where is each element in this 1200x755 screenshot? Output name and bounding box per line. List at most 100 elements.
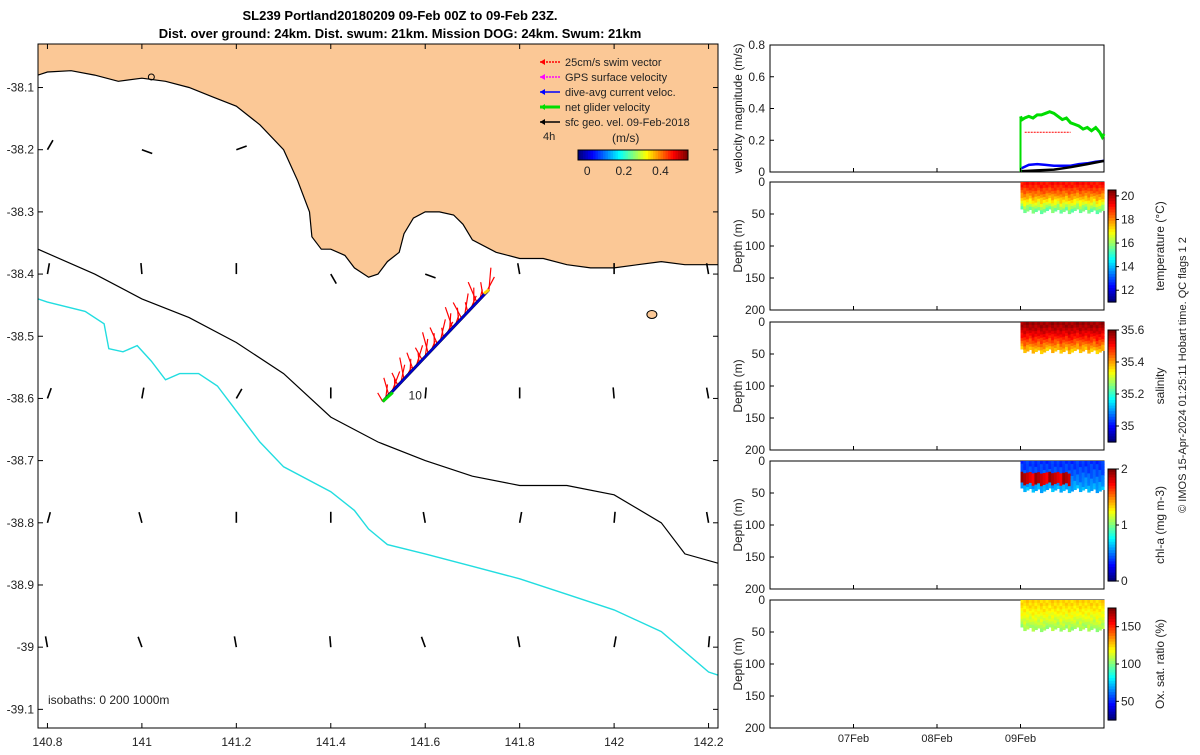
depth-tick-label: 0 (758, 175, 765, 189)
depth-tick-label: 150 (745, 271, 765, 285)
island (647, 310, 657, 318)
velocity-y-tick-label: 0.8 (748, 38, 765, 52)
legend-label: 25cm/s swim vector (565, 57, 662, 69)
depth-tick-label: 100 (745, 379, 765, 393)
legend-label: GPS surface velocity (565, 72, 668, 84)
colorbar-tick-label: 35.2 (1121, 387, 1145, 401)
velocity-y-tick-label: 0.6 (748, 70, 765, 84)
colorbar-tick-label: 14 (1121, 260, 1135, 274)
y-tick-label: -38.6 (7, 391, 35, 405)
depth-tick-label: 0 (758, 593, 765, 607)
colorbar-tick-label: 150 (1121, 620, 1141, 634)
map-panel: 10 140.8 141 141.2 141.4 141.6 141.8 142 142.2 -… (7, 44, 724, 749)
colorbar-tick-label: 1 (1121, 518, 1128, 532)
geo-velocity-vector (141, 263, 142, 274)
depth-tick-label: 200 (745, 721, 765, 735)
x-tick-label: 141 (132, 735, 152, 749)
figure-title-line2: Dist. over ground: 24km. Dist. swum: 21k… (159, 26, 642, 41)
depth-tick-label: 100 (745, 239, 765, 253)
x-tick-label: 141.6 (410, 735, 440, 749)
geo-velocity-vector (613, 387, 614, 398)
legend-label: dive-avg current veloc. (565, 87, 676, 99)
colorbar-tick-label: 16 (1121, 236, 1135, 250)
y-tick-label: -38.3 (7, 205, 35, 219)
colorbar-tick-label: 35.6 (1121, 323, 1145, 337)
legend-colorbar-tick: 0.2 (615, 164, 632, 178)
geo-velocity-vector (614, 512, 615, 523)
y-tick-label: -38.7 (7, 454, 35, 468)
depth-tick-label: 0 (758, 454, 765, 468)
isobaths-label: isobaths: 0 200 1000m (48, 693, 169, 707)
legend-colorbar-tick: 0.4 (652, 164, 669, 178)
geo-velocity-vector (709, 636, 710, 647)
legend-units: (m/s) (612, 131, 639, 145)
x-tick-label: 141.4 (316, 735, 346, 749)
x-tick-label: 142 (604, 735, 624, 749)
velocity-y-tick-label: 0.4 (748, 102, 765, 116)
depth-tick-label: 150 (745, 411, 765, 425)
colorbar-tick-label: 35 (1121, 419, 1135, 433)
geo-velocity-vector (425, 387, 426, 398)
depth-tick-label: 50 (752, 486, 766, 500)
x-tick-label: 141.8 (505, 735, 535, 749)
y-tick-label: -38.2 (7, 143, 35, 157)
velocity-y-tick-label: 0.2 (748, 133, 765, 147)
legend-colorbar-tick: 0 (584, 164, 591, 178)
copyright-note: © IMOS 15-Apr-2024 01:25:11 Hobart time.… (1177, 237, 1189, 513)
velocity-y-label: velocity magnitude (m/s) (731, 43, 745, 173)
geo-velocity-vector (330, 636, 331, 647)
section-cell (1101, 208, 1104, 211)
depth-tick-label: 0 (758, 315, 765, 329)
y-tick-label: -39 (17, 640, 35, 654)
depth-tick-label: 150 (745, 550, 765, 564)
track-time-label: 10 (409, 388, 423, 402)
depth-tick-label: 50 (752, 347, 766, 361)
y-tick-label: -39.1 (7, 702, 35, 716)
depth-axis-label: Depth (m) (731, 637, 745, 690)
x-tick-label: 140.8 (32, 735, 62, 749)
figure-title-line1: SL239 Portland20180209 09-Feb 00Z to 09-… (242, 8, 557, 23)
colorbar-tick-label: 12 (1121, 283, 1135, 297)
y-tick-label: -38.9 (7, 578, 35, 592)
colorbar-tick-label: 2 (1121, 462, 1128, 476)
colorbar-tick-label: 18 (1121, 212, 1135, 226)
temperature-section-colorbar-label: temperature (°C) (1153, 201, 1167, 291)
colorbar-tick-label: 20 (1121, 189, 1135, 203)
legend-label: net glider velocity (565, 102, 650, 114)
section-cell (1101, 626, 1104, 629)
colorbar-tick-label: 0 (1121, 574, 1128, 588)
legend-label: sfc geo. vel. 09-Feb-2018 (565, 117, 690, 129)
time-tick-label: 07Feb (838, 733, 869, 745)
x-tick-label: 142.2 (694, 735, 724, 749)
chla-section-colorbar-label: chl-a (mg m-3) (1153, 486, 1167, 564)
y-tick-label: -38.1 (7, 81, 35, 95)
depth-tick-label: 50 (752, 625, 766, 639)
colorbar-tick-label: 50 (1121, 694, 1135, 708)
time-tick-label: 09Feb (1005, 733, 1036, 745)
depth-axis-label: Depth (m) (731, 359, 745, 412)
depth-axis-label: Depth (m) (731, 219, 745, 272)
y-tick-label: -38.8 (7, 516, 35, 530)
legend-window-label: 4h (543, 131, 555, 143)
velocity-axes-frame (770, 45, 1104, 172)
section-cell (1101, 487, 1104, 490)
oxygen-section-colorbar-label: Ox. sat. ratio (%) (1153, 619, 1167, 709)
x-tick-label: 141.2 (221, 735, 251, 749)
depth-tick-label: 150 (745, 689, 765, 703)
time-tick-label: 08Feb (921, 733, 952, 745)
salinity-section-colorbar-label: salinity (1153, 368, 1167, 405)
depth-tick-label: 100 (745, 657, 765, 671)
depth-tick-label: 100 (745, 518, 765, 532)
colorbar-tick-label: 35.4 (1121, 355, 1145, 369)
section-cell (1101, 348, 1104, 351)
y-tick-label: -38.5 (7, 329, 35, 343)
y-tick-label: -38.4 (7, 267, 35, 281)
depth-tick-label: 50 (752, 207, 766, 221)
depth-axis-label: Depth (m) (731, 498, 745, 551)
